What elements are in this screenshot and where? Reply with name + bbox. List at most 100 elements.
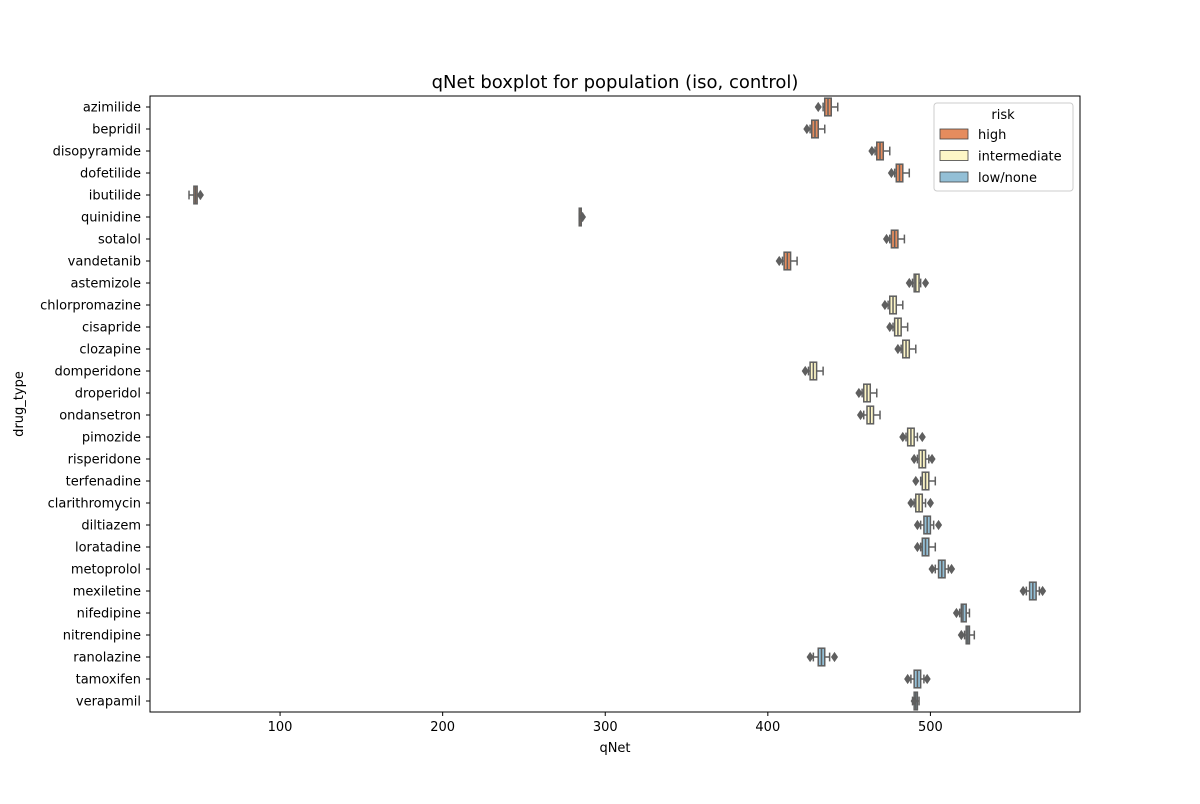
outlier-point: [578, 211, 587, 223]
y-tick-label: mexiletine: [73, 585, 141, 600]
legend: risk high intermediate low/none: [933, 102, 1074, 192]
box-group: [887, 163, 911, 183]
outlier-point: [830, 651, 839, 663]
outlier-point: [803, 123, 811, 135]
outlier-point: [904, 673, 912, 685]
box-group: [886, 317, 909, 337]
plot-marks: [188, 97, 1047, 711]
legend-swatch: [939, 171, 969, 183]
outlier-point: [855, 387, 863, 399]
y-tick-label: dofetilide: [80, 167, 141, 182]
box: [913, 273, 920, 293]
y-tick-label: risperidone: [68, 453, 141, 468]
box-group: [775, 251, 798, 271]
y-tick-label: disopyramide: [53, 145, 141, 160]
outlier-point: [1019, 585, 1027, 597]
outlier-point: [912, 475, 920, 487]
x-axis-label: qNet: [599, 741, 630, 756]
outlier-point: [1039, 585, 1047, 597]
box-group: [1019, 581, 1047, 601]
legend-title: risk: [991, 108, 1015, 123]
y-tick-label: metoprolol: [71, 563, 141, 578]
outlier-point: [887, 167, 895, 179]
y-tick-label: verapamil: [76, 695, 141, 710]
outlier-point: [886, 321, 894, 333]
y-tick-label: pimozide: [82, 431, 141, 446]
y-tick-label: astemizole: [71, 277, 142, 292]
y-axis-ticks: azimilide bepridil disopyramide dofetilide i…: [40, 101, 150, 710]
legend-frame: [933, 102, 1074, 192]
outlier-point: [957, 629, 965, 641]
y-tick-label: tamoxifen: [76, 673, 141, 688]
x-tick-label: 200: [430, 720, 455, 735]
outlier-point: [910, 453, 918, 465]
outlier-point: [948, 563, 956, 575]
outlier-point: [814, 101, 822, 113]
outlier-point: [801, 365, 809, 377]
y-tick-label: ibutilide: [89, 189, 141, 204]
outlier-point: [934, 519, 943, 531]
y-tick-label: chlorpromazine: [40, 299, 141, 314]
y-tick-label: bepridil: [92, 123, 141, 138]
box-group: [882, 229, 906, 249]
y-tick-label: domperidone: [54, 365, 141, 380]
outlier-point: [196, 189, 204, 201]
outlier-point: [881, 299, 889, 311]
outlier-point: [775, 255, 783, 267]
legend-entries: high intermediate low/none: [939, 128, 1062, 186]
y-tick-label: droperidol: [75, 387, 141, 402]
legend-swatch: [939, 150, 969, 161]
y-tick-label: ondansetron: [59, 409, 141, 424]
box-group: [904, 669, 931, 689]
outlier-point: [918, 431, 926, 443]
box-group: [952, 603, 971, 623]
legend-label: low/none: [978, 171, 1037, 186]
x-tick-label: 400: [755, 720, 780, 735]
box-group: [814, 97, 839, 117]
outlier-point: [928, 563, 936, 575]
y-tick-label: sotalol: [98, 233, 141, 248]
box-group: [188, 185, 204, 205]
box-group: [855, 383, 878, 403]
outlier-point: [882, 233, 891, 245]
legend-swatch: [939, 128, 969, 140]
y-tick-label: nitrendipine: [63, 629, 141, 644]
box: [960, 603, 967, 623]
x-tick-label: 500: [918, 720, 943, 735]
box-group: [912, 471, 937, 491]
y-tick-label: azimilide: [83, 101, 141, 116]
y-tick-label: cisapride: [82, 321, 141, 336]
outlier-point: [907, 497, 915, 509]
box-group: [910, 691, 920, 711]
box-group: [801, 361, 824, 381]
outlier-point: [928, 453, 936, 465]
outlier-point: [913, 519, 921, 531]
box-group: [913, 515, 943, 535]
outlier-point: [899, 431, 907, 443]
y-axis-label: drug_type: [12, 371, 27, 437]
outlier-point: [913, 541, 921, 553]
y-tick-label: nifedipine: [77, 607, 141, 622]
box-group: [913, 537, 937, 557]
box-group: [905, 273, 930, 293]
legend-label: high: [978, 128, 1006, 143]
outlier-point: [868, 145, 876, 157]
box-group: [881, 295, 904, 315]
outlier-point: [926, 497, 934, 509]
box-group: [894, 339, 917, 359]
y-tick-label: vandetanib: [68, 255, 141, 270]
plot-frame: [149, 95, 1081, 713]
outlier-point: [856, 409, 865, 421]
y-tick-label: clarithromycin: [48, 497, 141, 512]
box-group: [803, 119, 826, 139]
box-group: [928, 559, 956, 579]
outlier-point: [894, 343, 902, 355]
box-group: [578, 207, 587, 227]
x-axis-ticks: 100 200 300 400 500: [268, 712, 943, 735]
box-group: [957, 625, 976, 645]
legend-label: intermediate: [978, 150, 1062, 165]
y-tick-label: loratadine: [75, 541, 141, 556]
y-tick-label: diltiazem: [81, 519, 141, 534]
